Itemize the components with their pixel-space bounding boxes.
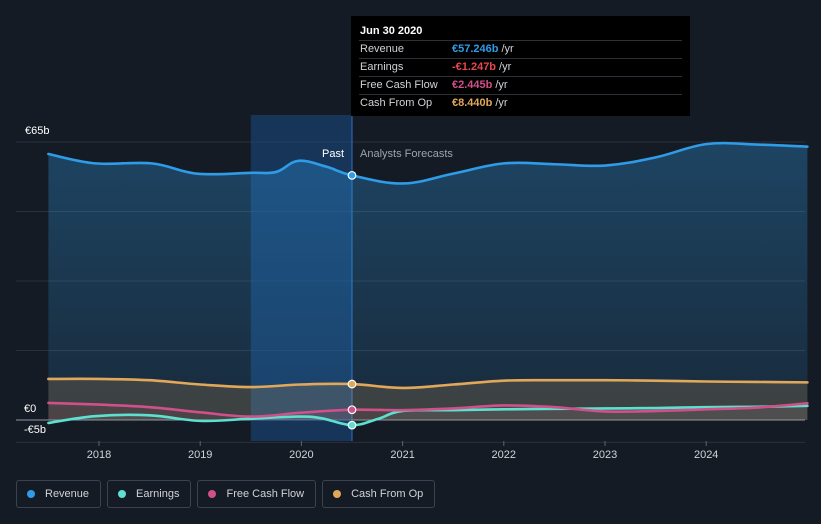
tooltip-value: €57.246b [452, 43, 499, 55]
tooltip-unit: /yr [495, 97, 508, 109]
x-tick-label: 2018 [87, 449, 111, 461]
x-tick-label: 2021 [390, 449, 414, 461]
x-tick-label: 2020 [289, 449, 313, 461]
tooltip-label: Revenue [360, 43, 405, 55]
x-tick-label: 2019 [188, 449, 212, 461]
legend-label: Cash From Op [351, 488, 424, 500]
legend-item-revenue[interactable]: Revenue [16, 480, 102, 508]
axis-labels: €65b €0 -€5b 2018 2019 2020 2021 2022 2023 2024 Pa… [24, 125, 718, 461]
earnings-line [47, 404, 809, 427]
free-cash-flow-dot-icon [208, 490, 217, 498]
y-tick-label: -€5b [24, 424, 46, 436]
earnings-marker [347, 420, 357, 430]
tooltip-label: Free Cash Flow [360, 79, 438, 91]
free-cash-flow-area [48, 402, 808, 420]
tooltip-value: €2.445b [452, 79, 493, 91]
free-cash-flow-marker [347, 405, 357, 415]
legend-item-cash-from-op[interactable]: Cash From Op [322, 480, 436, 508]
x-tick-label: 2024 [694, 449, 718, 461]
legend: Revenue Earnings Free Cash Flow Cash Fro… [16, 480, 436, 508]
forecast-label: Analysts Forecasts [360, 148, 453, 160]
tooltip-unit: /yr [499, 61, 512, 73]
y-tick-label: €65b [25, 125, 49, 137]
legend-item-free-cash-flow[interactable]: Free Cash Flow [197, 480, 317, 508]
legend-label: Revenue [45, 488, 90, 500]
tooltip-unit: /yr [501, 43, 514, 55]
y-tick-label: €0 [24, 403, 36, 415]
revenue-dot-icon [27, 490, 35, 498]
tooltip-row-cash-from-op: Cash From Op €8.440b /yr [359, 94, 682, 112]
revenue-line [47, 141, 809, 185]
tooltip-value: €8.440b [452, 97, 493, 109]
cash-from-op-line [47, 377, 809, 390]
tooltip-unit: /yr [495, 79, 508, 91]
earnings-dot-icon [118, 490, 127, 498]
hover-markers [347, 170, 357, 430]
tooltip: Jun 30 2020 Revenue €57.246b /yr Earning… [351, 16, 690, 116]
cash-from-op-dot-icon [333, 490, 342, 498]
free-cash-flow-line [47, 401, 809, 418]
tooltip-row-free-cash-flow: Free Cash Flow €2.445b /yr [359, 76, 682, 94]
cash-from-op-marker [347, 379, 357, 389]
tooltip-row-earnings: Earnings -€1.247b /yr [359, 58, 682, 76]
revenue-marker [347, 170, 357, 180]
series-fills [48, 143, 808, 426]
cash-from-op-area [48, 378, 808, 420]
x-tick-label: 2022 [492, 449, 516, 461]
series-lines [47, 141, 809, 427]
tooltip-row-revenue: Revenue €57.246b /yr [359, 40, 682, 58]
tooltip-label: Earnings [360, 61, 404, 73]
tooltip-value: -€1.247b [452, 61, 497, 73]
legend-item-earnings[interactable]: Earnings [107, 480, 192, 508]
revenue-area [48, 143, 808, 420]
legend-label: Free Cash Flow [226, 488, 305, 500]
x-tick-label: 2023 [593, 449, 617, 461]
tooltip-date: Jun 30 2020 [360, 25, 423, 37]
chart: €65b €0 -€5b 2018 2019 2020 2021 2022 2023 2024 Pa… [16, 16, 809, 461]
past-label: Past [322, 148, 344, 160]
tooltip-label: Cash From Op [360, 97, 433, 109]
legend-label: Earnings [136, 488, 180, 500]
